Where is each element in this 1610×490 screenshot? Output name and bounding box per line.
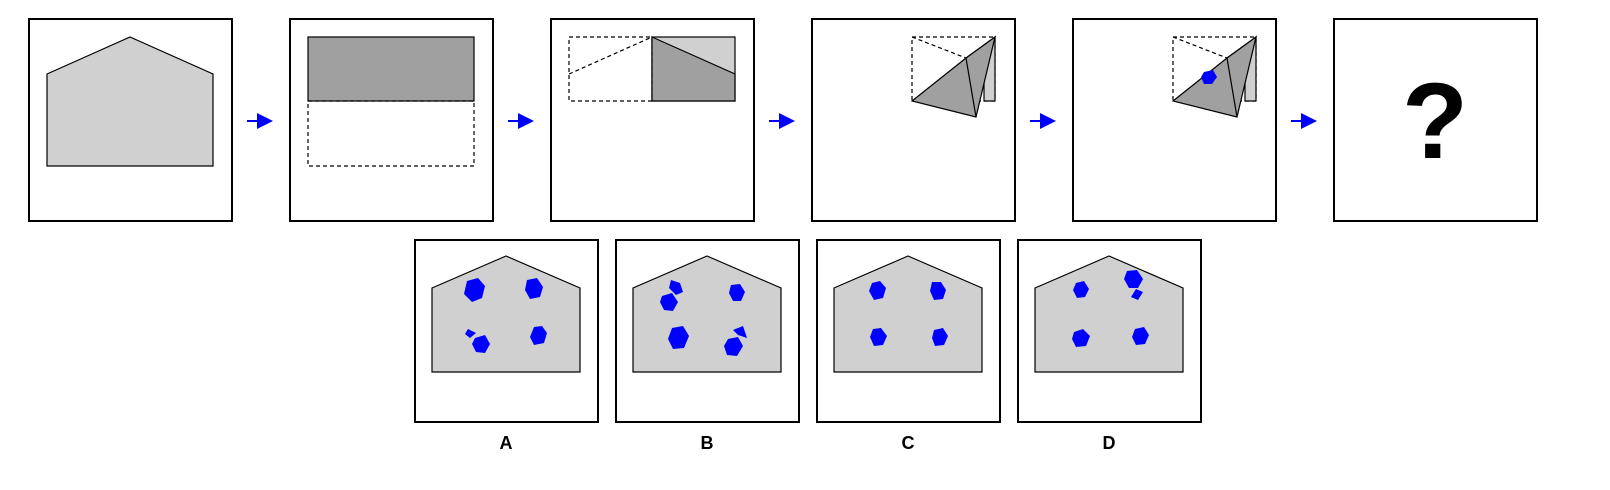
hole xyxy=(668,326,689,349)
fold-crease xyxy=(1226,57,1238,118)
option-b[interactable]: B xyxy=(615,239,800,453)
hole xyxy=(930,282,946,300)
fold-crease xyxy=(965,57,977,118)
paper-shape xyxy=(46,36,214,167)
fold-flap-main xyxy=(910,35,996,118)
hole xyxy=(1124,270,1143,288)
hole xyxy=(729,284,745,301)
hole xyxy=(1132,327,1149,345)
step-3-panel xyxy=(550,18,755,222)
dashed-crease xyxy=(568,36,653,75)
hole xyxy=(472,335,490,353)
question-mark: ? xyxy=(1402,60,1468,181)
option-d[interactable]: D xyxy=(1017,239,1202,453)
dashed-crease xyxy=(1172,36,1228,59)
option-c[interactable]: C xyxy=(816,239,1001,453)
paper-shape xyxy=(833,255,983,373)
hole xyxy=(869,281,886,300)
hole xyxy=(1072,329,1090,347)
hole xyxy=(870,328,887,346)
hole xyxy=(530,326,547,345)
fold-outline-dashed xyxy=(307,100,475,167)
option-label: B xyxy=(701,433,714,453)
folded-darker-layer xyxy=(651,36,736,102)
dashed-crease xyxy=(911,36,967,59)
hole xyxy=(525,278,543,299)
hole xyxy=(1131,289,1143,300)
step-2-panel xyxy=(289,18,494,222)
hole xyxy=(1073,281,1089,298)
option-label: D xyxy=(1103,433,1116,453)
step-1-panel xyxy=(28,18,233,222)
hole xyxy=(464,278,485,302)
punched-hole xyxy=(1201,70,1217,84)
step-5-panel xyxy=(1072,18,1277,222)
step-6-panel: ? xyxy=(1333,18,1538,222)
step-4-panel xyxy=(811,18,1016,222)
hole xyxy=(465,329,476,338)
option-label: A xyxy=(500,433,513,453)
hole xyxy=(669,280,683,295)
paper-shape xyxy=(1034,255,1184,373)
option-a[interactable]: A xyxy=(414,239,599,453)
hole xyxy=(733,326,747,338)
hole xyxy=(724,337,743,356)
hole xyxy=(932,328,948,346)
folded-top-layer xyxy=(307,36,475,102)
option-label: C xyxy=(902,433,915,453)
hole xyxy=(660,293,678,311)
